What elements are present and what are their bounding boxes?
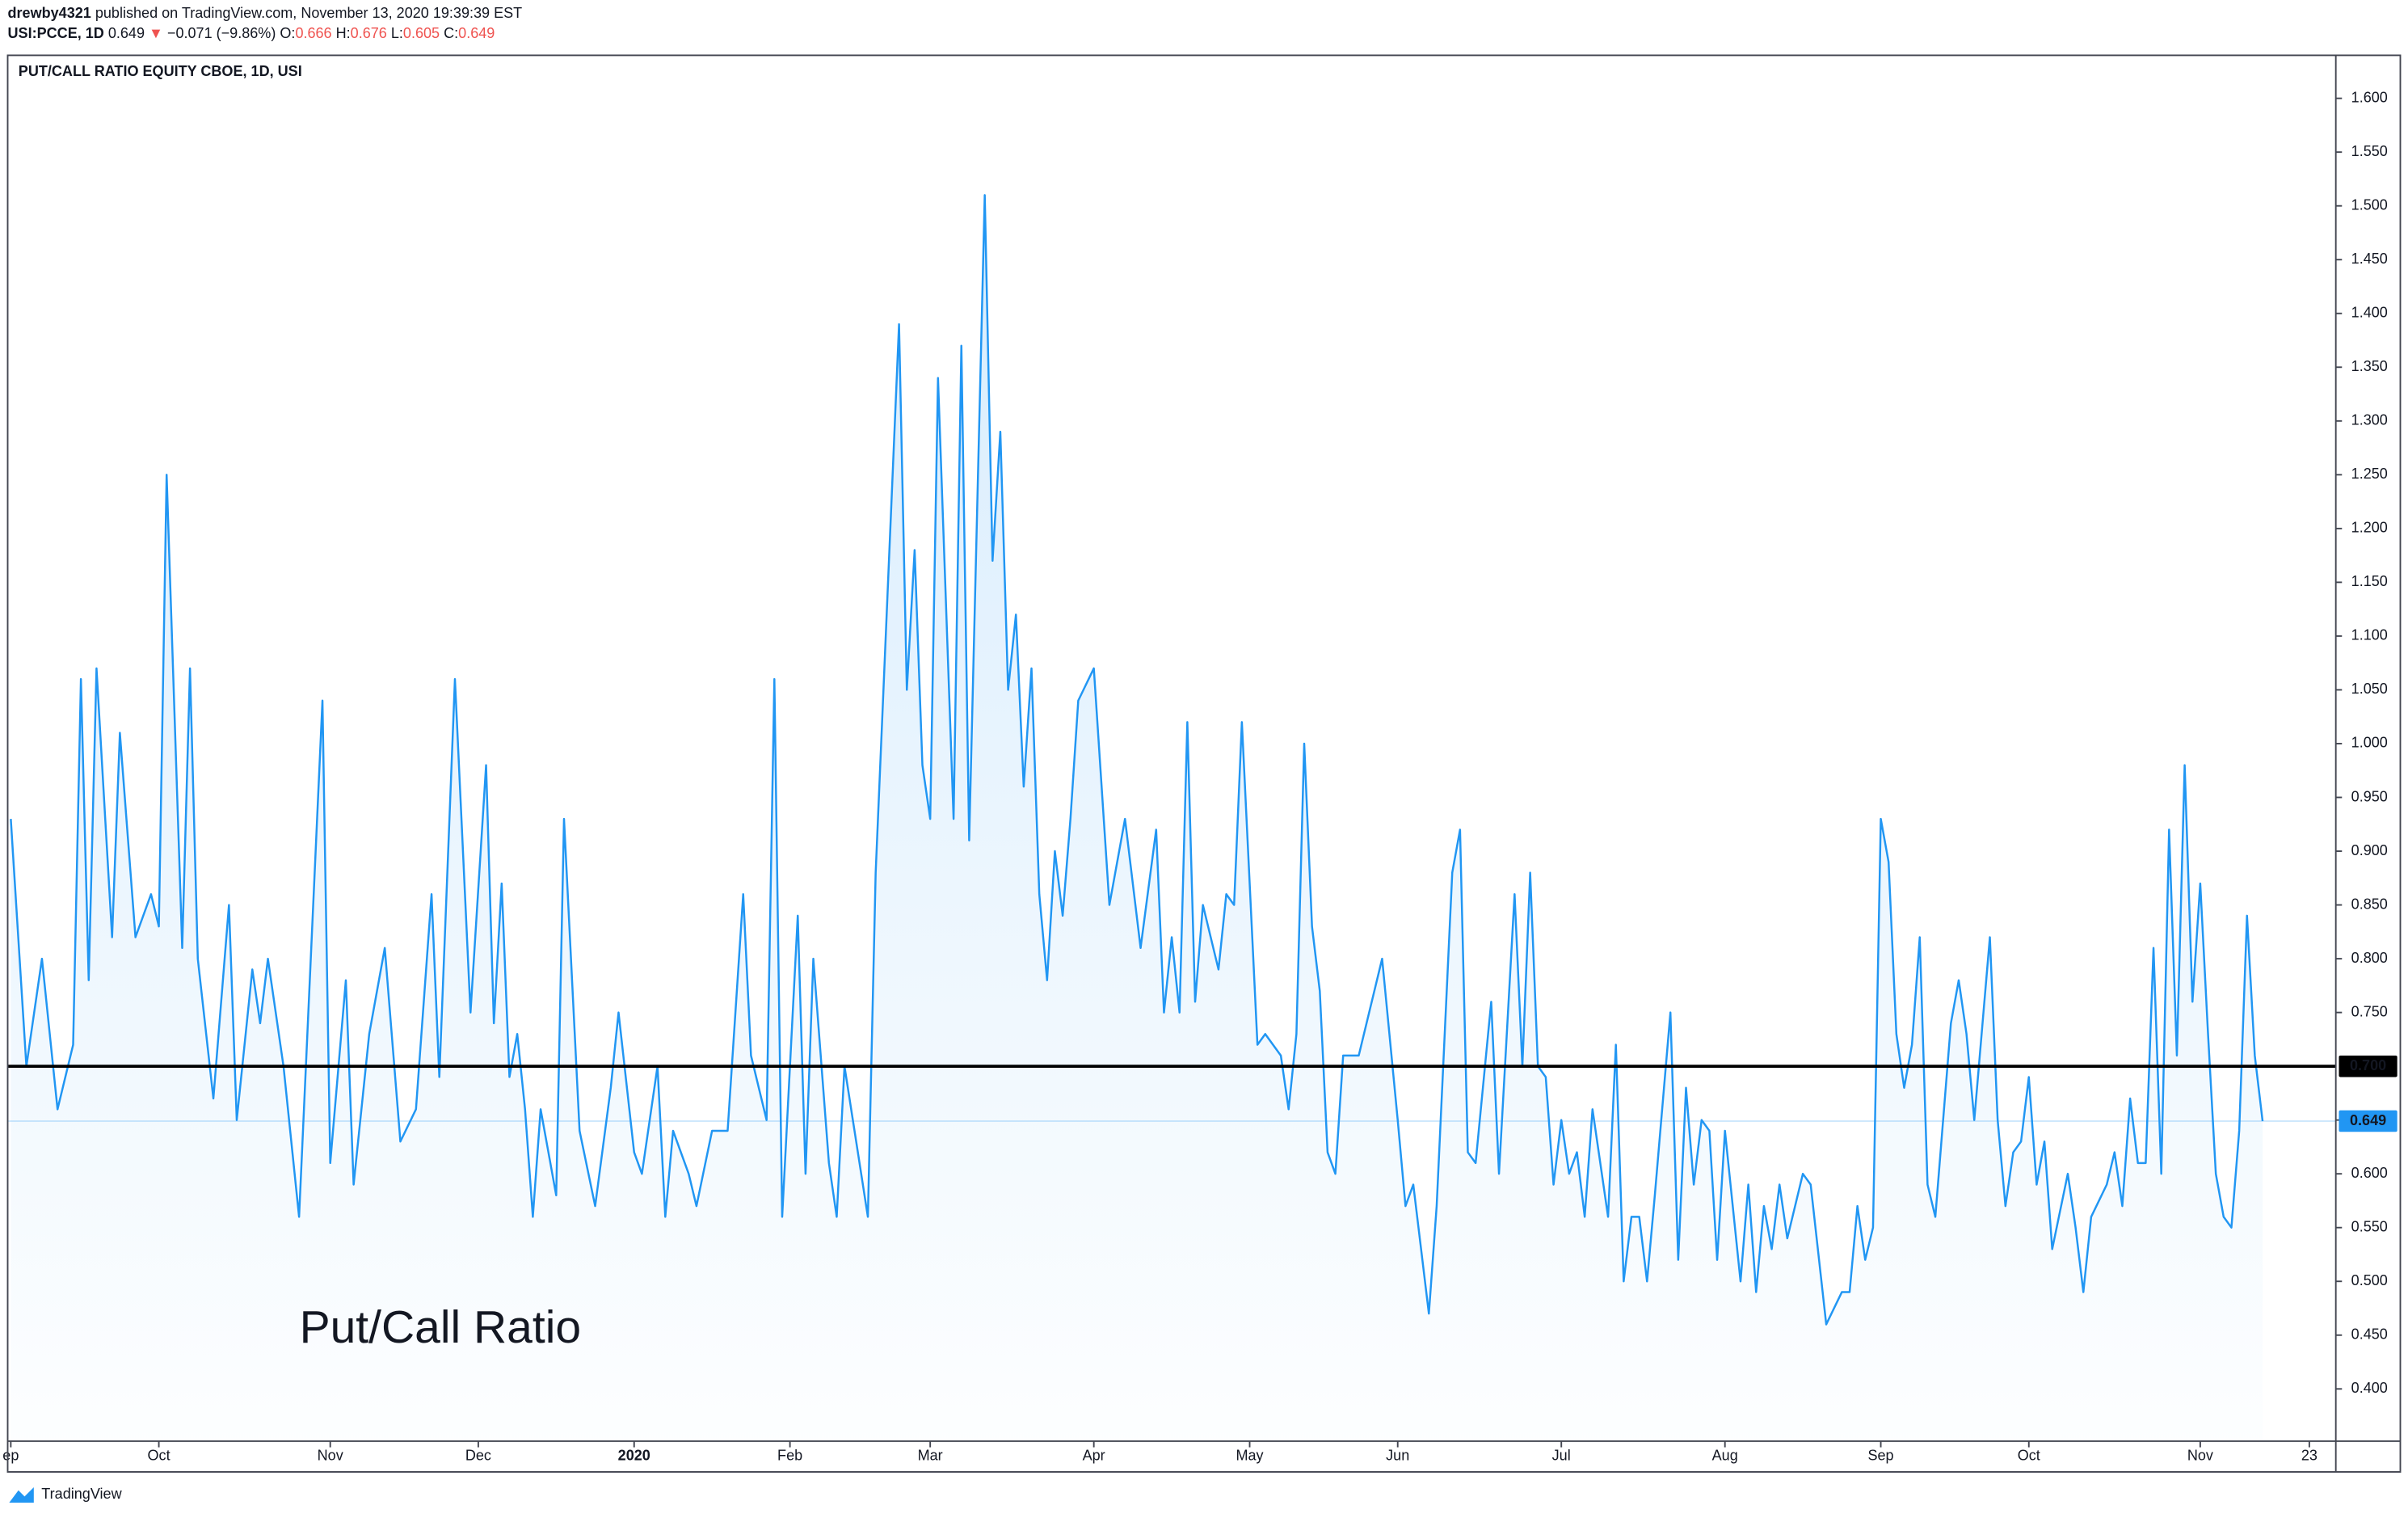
y-tick-label: 1.300 — [2351, 412, 2388, 428]
x-tick-label: Jun — [1386, 1448, 1409, 1464]
y-tick-label: 0.450 — [2351, 1326, 2388, 1343]
y-tick-label: 0.800 — [2351, 950, 2388, 966]
published-text: published on TradingView.com, November 1… — [95, 5, 522, 21]
y-tick-label: 1.600 — [2351, 89, 2388, 105]
x-tick-label: Dec — [465, 1448, 491, 1464]
chart-title: PUT/CALL RATIO EQUITY CBOE, 1D, USI — [19, 63, 302, 79]
y-tick-label: 0.900 — [2351, 842, 2388, 858]
y-tick-label: 1.200 — [2351, 520, 2388, 536]
low-label: L: — [391, 25, 403, 41]
x-tick-label: Feb — [777, 1448, 802, 1464]
close-label: C: — [444, 25, 458, 41]
brand-logo — [9, 1486, 34, 1503]
level-box — [2339, 1055, 2397, 1077]
x-tick-label: Jul — [1552, 1448, 1571, 1464]
brand: TradingView — [41, 1486, 122, 1502]
x-tick-label: Apr — [1083, 1448, 1105, 1464]
x-tick-label: Nov — [318, 1448, 343, 1464]
plot: 0.4000.4500.5000.5500.6000.6500.7500.800… — [2, 89, 2397, 1464]
x-tick-label: Nov — [2187, 1448, 2213, 1464]
header-line: drewby4321 published on TradingView.com,… — [8, 5, 523, 21]
x-tick-label: 23 — [2301, 1448, 2317, 1464]
open: 0.666 — [295, 25, 331, 41]
y-tick-label: 0.500 — [2351, 1272, 2388, 1288]
arrow: ▼ — [149, 25, 163, 41]
x-tick-label: 2020 — [618, 1448, 650, 1464]
x-tick-label: ep — [2, 1448, 19, 1464]
frame — [6, 54, 2402, 1473]
y-tick-label: 1.450 — [2351, 251, 2388, 267]
y-tick-label: 1.100 — [2351, 627, 2388, 643]
x-tick-label: May — [1236, 1448, 1263, 1464]
change: −0.071 (−9.86%) — [167, 25, 276, 41]
y-tick-label: 1.250 — [2351, 466, 2388, 482]
y-tick-label: 0.400 — [2351, 1380, 2388, 1396]
y-tick-label: 1.150 — [2351, 573, 2388, 589]
y-tick-label: 1.350 — [2351, 358, 2388, 374]
high-label: H: — [336, 25, 351, 41]
y-tick-label: 1.550 — [2351, 143, 2388, 159]
area-fill — [11, 195, 2263, 1441]
x-tick-label: Sep — [1867, 1448, 1893, 1464]
x-tick-label: Oct — [148, 1448, 170, 1464]
low: 0.605 — [403, 25, 440, 41]
open-label: O: — [280, 25, 295, 41]
y-tick-label: 0.750 — [2351, 1003, 2388, 1019]
y-tick-label: 1.050 — [2351, 681, 2388, 697]
y-tick-label: 0.950 — [2351, 788, 2388, 804]
y-tick-label: 0.550 — [2351, 1218, 2388, 1234]
y-tick-label: 0.600 — [2351, 1165, 2388, 1181]
annotation: Put/Call Ratio — [300, 1301, 581, 1353]
y-tick-label: 1.400 — [2351, 305, 2388, 321]
high: 0.676 — [351, 25, 387, 41]
x-tick-label: Aug — [1712, 1448, 1738, 1464]
x-tick-label: Mar — [918, 1448, 943, 1464]
y-tick-label: 1.000 — [2351, 735, 2388, 751]
level-label: 0.700 — [2350, 1057, 2386, 1073]
y-tick-label: 0.850 — [2351, 896, 2388, 912]
symbol: USI:PCCE, 1D — [8, 25, 104, 41]
series-line — [10, 194, 2264, 1326]
symbol-line: USI:PCCE, 1D 0.649 ▼ −0.071 (−9.86%) O:0… — [8, 25, 495, 41]
last-value-label: 0.649 — [2350, 1112, 2386, 1128]
x-tick-label: Oct — [2018, 1448, 2040, 1464]
last-value-box — [2339, 1110, 2397, 1132]
last: 0.649 — [108, 25, 145, 41]
close: 0.649 — [458, 25, 495, 41]
publisher: drewby4321 — [8, 5, 91, 21]
y-tick-label: 1.500 — [2351, 196, 2388, 213]
